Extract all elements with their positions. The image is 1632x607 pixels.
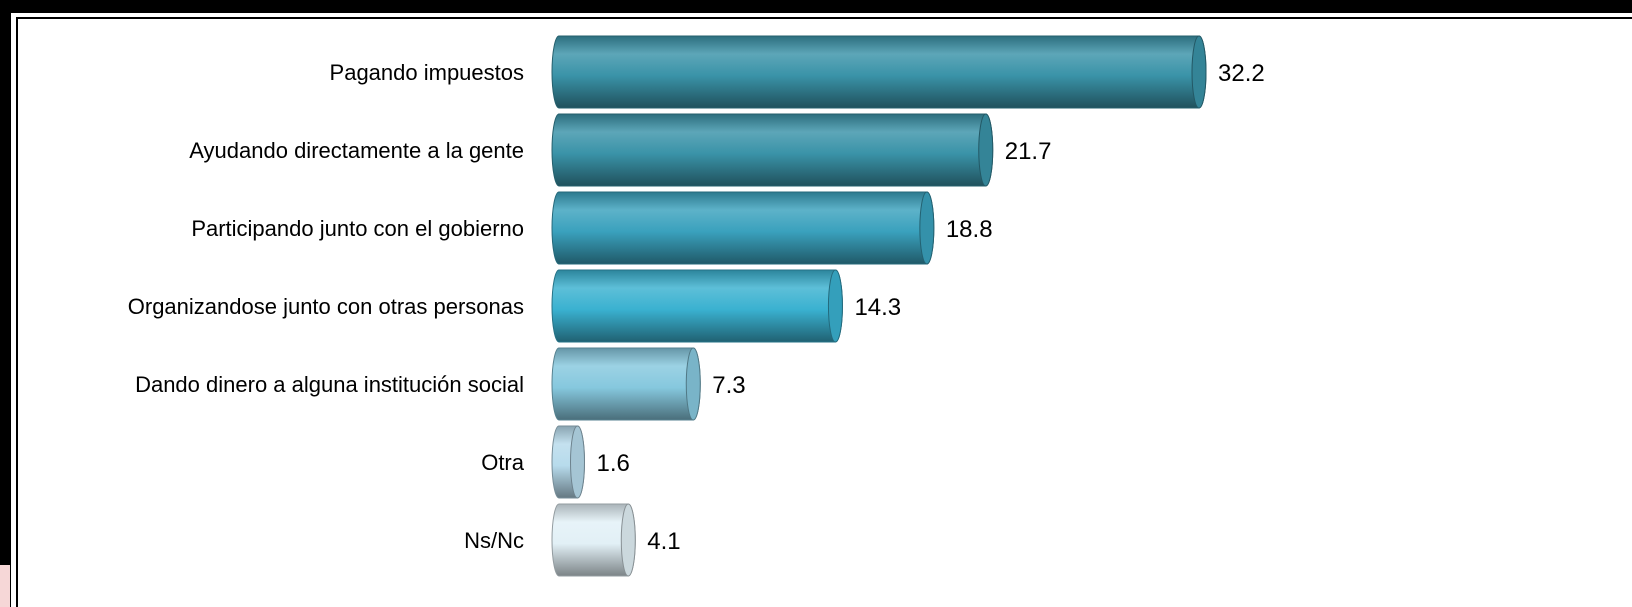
value-label: 18.8 [946,216,993,243]
category-label: Ns/Nc [464,528,524,553]
value-label: 7.3 [712,372,745,399]
category-label: Dando dinero a alguna institución social [135,372,524,397]
bar [551,269,843,343]
value-label: 1.6 [596,450,629,477]
value-label: 32.2 [1218,60,1265,87]
category-label: Otra [481,450,525,475]
value-label: 21.7 [1005,138,1052,165]
value-label: 4.1 [647,528,680,555]
category-label: Pagando impuestos [330,60,524,85]
bar [551,35,1207,109]
bar [551,425,585,499]
category-label: Participando junto con el gobierno [191,216,524,241]
corner-decoration [0,565,10,607]
bar [551,347,701,421]
value-label: 14.3 [854,294,901,321]
chart-area-border [16,17,1632,607]
category-label: Organizandose junto con otras personas [128,294,524,319]
bar [551,113,994,187]
bar [551,191,935,265]
bar [551,503,636,577]
category-label: Ayudando directamente a la gente [189,138,524,163]
